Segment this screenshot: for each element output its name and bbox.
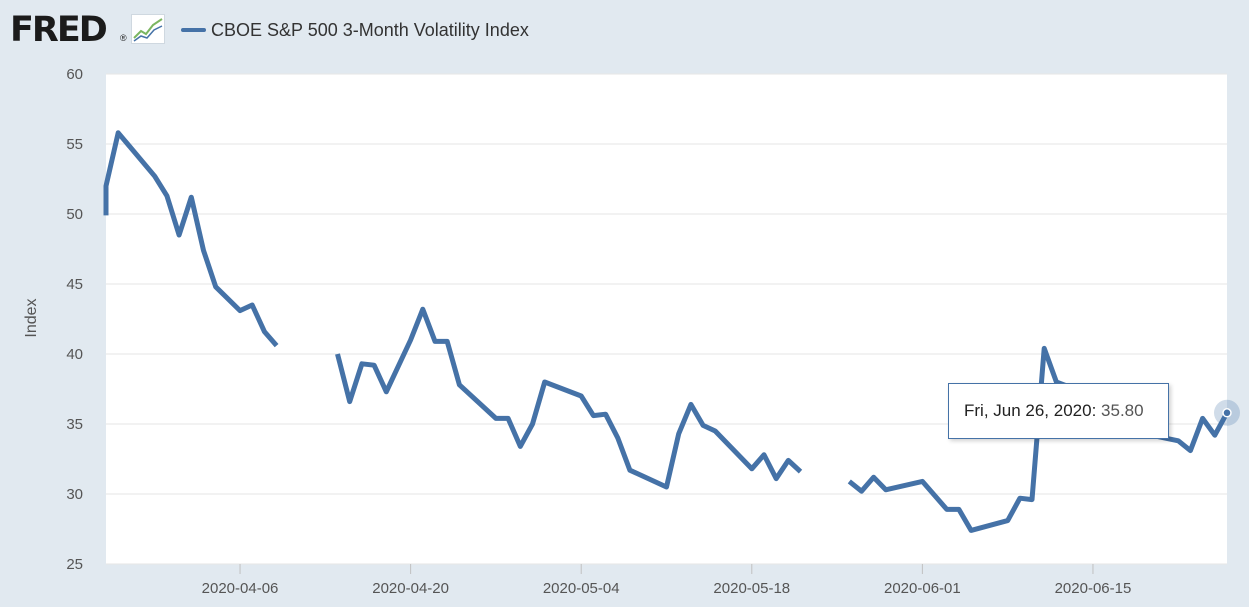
y-tick-label: 50 [66, 206, 83, 223]
gridlines [106, 73, 1227, 565]
registered-mark: ® [120, 33, 127, 43]
x-axis-ticks: 2020-04-06 2020-04-20 2020-05-04 2020-05-18… [202, 564, 1132, 597]
legend-label: CBOE S&P 500 3-Month Volatility Index [211, 19, 529, 40]
chart-header: FRED ® CBOE S&P 500 3-Month Volatility I… [0, 0, 1249, 60]
x-tick-label: 2020-05-04 [543, 580, 620, 597]
hover-point[interactable] [1222, 408, 1232, 418]
series-line-segment[interactable] [335, 306, 803, 490]
chart-legend[interactable]: CBOE S&P 500 3-Month Volatility Index [181, 17, 529, 43]
y-tick-label: 60 [66, 66, 83, 83]
x-tick-label: 2020-04-20 [372, 580, 449, 597]
y-axis-ticks: 25 30 35 40 45 50 55 60 [66, 66, 83, 573]
y-tick-label: 35 [66, 416, 83, 433]
line-chart-icon[interactable] [131, 14, 165, 44]
y-tick-label: 30 [66, 486, 83, 503]
y-axis-title: Index [23, 298, 40, 337]
tooltip-text: Fri, Jun 26, 2020: 35.80 [964, 401, 1144, 421]
plot-area [106, 74, 1227, 564]
x-tick-label: 2020-05-18 [713, 580, 790, 597]
y-tick-label: 45 [66, 276, 83, 293]
y-tick-label: 55 [66, 136, 83, 153]
series-line-segment[interactable] [103, 130, 279, 348]
x-tick-label: 2020-06-01 [884, 580, 961, 597]
tooltip-value: 35.80 [1101, 401, 1144, 420]
x-tick-label: 2020-04-06 [202, 580, 279, 597]
series-line-segment[interactable] [847, 345, 1230, 533]
y-tick-label: 25 [66, 556, 83, 573]
series-layer [103, 130, 1240, 533]
tooltip-date: Fri, Jun 26, 2020: [964, 401, 1097, 420]
fred-logo[interactable]: FRED [10, 10, 108, 50]
x-tick-label: 2020-06-15 [1055, 580, 1132, 597]
legend-swatch [181, 28, 206, 32]
tooltip: Fri, Jun 26, 2020: 35.80 [948, 383, 1169, 439]
y-tick-label: 40 [66, 346, 83, 363]
